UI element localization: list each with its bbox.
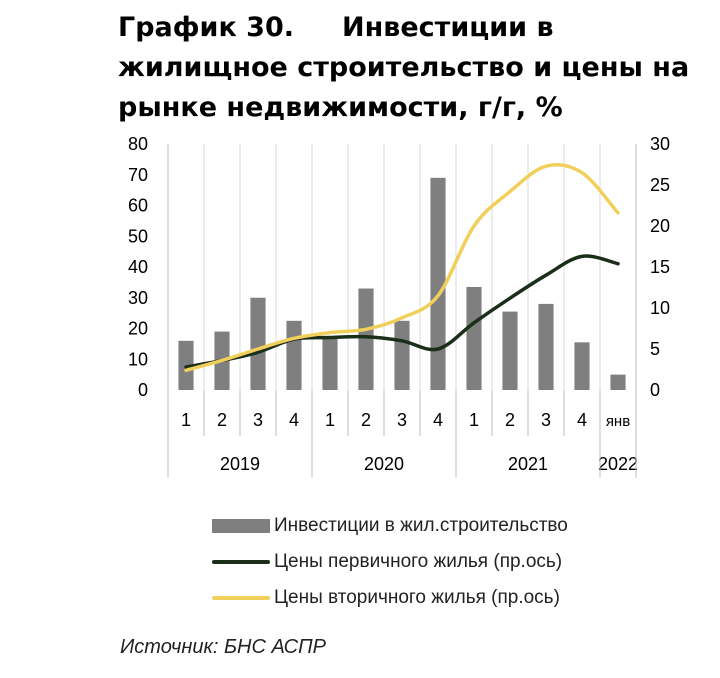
category-label: 2 — [505, 410, 515, 430]
category-label: 3 — [397, 410, 407, 430]
right-tick-label: 5 — [650, 339, 660, 359]
category-label: 1 — [325, 410, 335, 430]
left-tick-label: 70 — [128, 165, 148, 185]
right-tick-label: 10 — [650, 298, 670, 318]
bar-investment — [358, 288, 374, 390]
category-label: 4 — [433, 410, 443, 430]
bar-investment — [574, 342, 590, 390]
chart-number: График 30. — [118, 12, 295, 43]
line-secondary-prices — [184, 162, 620, 373]
year-label: 2020 — [364, 454, 404, 474]
left-tick-label: 40 — [128, 257, 148, 277]
chart-title: График 30. Инвестиции в жилищное строител… — [118, 8, 708, 128]
category-label: янв — [606, 413, 630, 430]
category-label: 4 — [289, 410, 299, 430]
legend-item-primary-prices: Цены первичного жилья (пр.ось) — [212, 544, 568, 580]
category-label: 3 — [541, 410, 551, 430]
legend-label-secondary-prices: Цены вторичного жилья (пр.ось) — [274, 587, 560, 608]
bar-investment — [322, 336, 338, 390]
line-primary-prices — [184, 254, 620, 369]
right-tick-label: 30 — [650, 134, 670, 154]
right-tick-label: 0 — [650, 380, 660, 400]
chart-title-text: Инвестиции в жилищное строительство и це… — [118, 12, 690, 123]
left-tick-label: 10 — [128, 349, 148, 369]
legend-label-investment: Инвестиции в жил.строительство — [274, 515, 568, 536]
bar-investment — [394, 320, 410, 390]
category-label: 1 — [469, 410, 479, 430]
right-tick-label: 15 — [650, 257, 670, 277]
legend-swatch-investment — [212, 519, 270, 533]
legend-item-secondary-prices: Цены вторичного жилья (пр.ось) — [212, 580, 568, 616]
year-label: 2019 — [220, 454, 260, 474]
bar-investment — [538, 303, 554, 390]
left-tick-label: 50 — [128, 226, 148, 246]
year-label: 2021 — [508, 454, 548, 474]
legend-swatch-primary-prices — [212, 560, 270, 564]
category-label: 2 — [361, 410, 371, 430]
left-tick-label: 60 — [128, 196, 148, 216]
category-label: 1 — [181, 410, 191, 430]
left-tick-label: 20 — [128, 319, 148, 339]
legend-swatch-secondary-prices — [212, 596, 270, 600]
right-tick-label: 25 — [650, 175, 670, 195]
left-tick-label: 0 — [138, 380, 148, 400]
chart-plot: 0 10 20 30 40 50 60 70 80 0 5 10 15 20 25 30 1 2 3 4 1 2 3 4 1 2 3… — [128, 134, 670, 478]
legend: Инвестиции в жил.строительство Цены перв… — [212, 508, 568, 616]
legend-label-primary-prices: Цены первичного жилья (пр.ось) — [274, 551, 563, 572]
category-label: 3 — [253, 410, 263, 430]
bar-investment — [286, 320, 302, 390]
bar-investment — [502, 311, 518, 390]
bar-investment — [466, 286, 482, 390]
legend-item-investment: Инвестиции в жил.строительство — [212, 508, 568, 544]
bar-investment — [430, 177, 446, 390]
left-tick-label: 80 — [128, 134, 148, 154]
category-label: 4 — [577, 410, 587, 430]
source-note: Источник: БНС АСПР — [120, 636, 326, 658]
bar-investment — [610, 374, 626, 390]
left-tick-label: 30 — [128, 288, 148, 308]
right-tick-label: 20 — [650, 216, 670, 236]
year-label: 2022 — [598, 454, 638, 474]
bar-investment — [250, 297, 266, 390]
category-label: 2 — [217, 410, 227, 430]
